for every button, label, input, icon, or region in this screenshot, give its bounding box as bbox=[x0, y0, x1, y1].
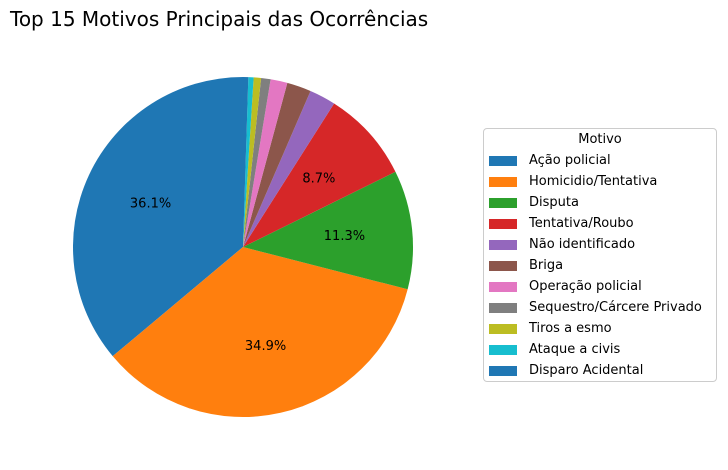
legend-item: Briga bbox=[489, 255, 563, 276]
legend-swatch bbox=[489, 323, 517, 334]
slice-percent-label: 11.3% bbox=[324, 229, 365, 244]
legend-item: Não identificado bbox=[489, 234, 635, 255]
legend-swatch bbox=[489, 344, 517, 355]
legend-label: Ação policial bbox=[529, 153, 611, 168]
legend-label: Sequestro/Cárcere Privado bbox=[529, 300, 702, 315]
legend-item: Disputa bbox=[489, 192, 579, 213]
legend-label: Tiros a esmo bbox=[529, 321, 612, 336]
legend-item: Homicidio/Tentativa bbox=[489, 171, 657, 192]
legend-label: Operação policial bbox=[529, 279, 642, 294]
pie-slice bbox=[243, 77, 271, 247]
legend-item: Sequestro/Cárcere Privado bbox=[489, 297, 702, 318]
legend-label: Ataque a civis bbox=[529, 342, 621, 357]
pie-chart: 36.1% 34.9% 11.3% 8.7% bbox=[72, 77, 413, 418]
slice-percent-label: 8.7% bbox=[302, 171, 335, 186]
pie-slice bbox=[112, 247, 408, 418]
legend-label: Disputa bbox=[529, 195, 579, 210]
legend-item: Ataque a civis bbox=[489, 339, 620, 360]
legend-swatch bbox=[489, 197, 517, 208]
pie-slice bbox=[243, 79, 288, 247]
legend-label: Briga bbox=[529, 258, 564, 273]
pie-slice bbox=[243, 171, 413, 290]
legend-title: Motivo bbox=[578, 132, 622, 147]
legend-swatch bbox=[489, 155, 517, 166]
legend-swatch bbox=[489, 239, 517, 250]
slice-percent-label: 34.9% bbox=[245, 339, 286, 354]
legend-swatch bbox=[489, 302, 517, 313]
legend-item: Ação policial bbox=[489, 150, 611, 171]
pie-slice bbox=[243, 90, 335, 247]
legend: Motivo Ação policial Homicidio/Tentativa D… bbox=[483, 128, 717, 382]
legend-item: Tentativa/Roubo bbox=[489, 213, 634, 234]
legend-item: Tiros a esmo bbox=[489, 318, 612, 339]
pie-slice bbox=[243, 77, 262, 248]
pie-slice bbox=[243, 82, 311, 247]
slice-percent-label: 36.1% bbox=[130, 196, 171, 211]
legend-swatch bbox=[489, 218, 517, 229]
legend-swatch bbox=[489, 281, 517, 292]
legend-label: Não identificado bbox=[529, 237, 636, 252]
chart-title: Top 15 Motivos Principais das Ocorrência… bbox=[10, 7, 429, 31]
legend-item: Operação policial bbox=[489, 276, 642, 297]
legend-swatch bbox=[489, 365, 517, 376]
legend-swatch bbox=[489, 176, 517, 187]
legend-label: Disparo Acidental bbox=[529, 363, 644, 378]
legend-item: Disparo Acidental bbox=[489, 360, 643, 381]
pie-slice bbox=[243, 77, 254, 247]
legend-label: Homicidio/Tentativa bbox=[529, 174, 658, 189]
legend-swatch bbox=[489, 260, 517, 271]
pie-slice bbox=[243, 103, 396, 247]
legend-label: Tentativa/Roubo bbox=[529, 216, 634, 231]
pie-slice bbox=[243, 77, 249, 247]
pie-slice bbox=[72, 77, 243, 357]
